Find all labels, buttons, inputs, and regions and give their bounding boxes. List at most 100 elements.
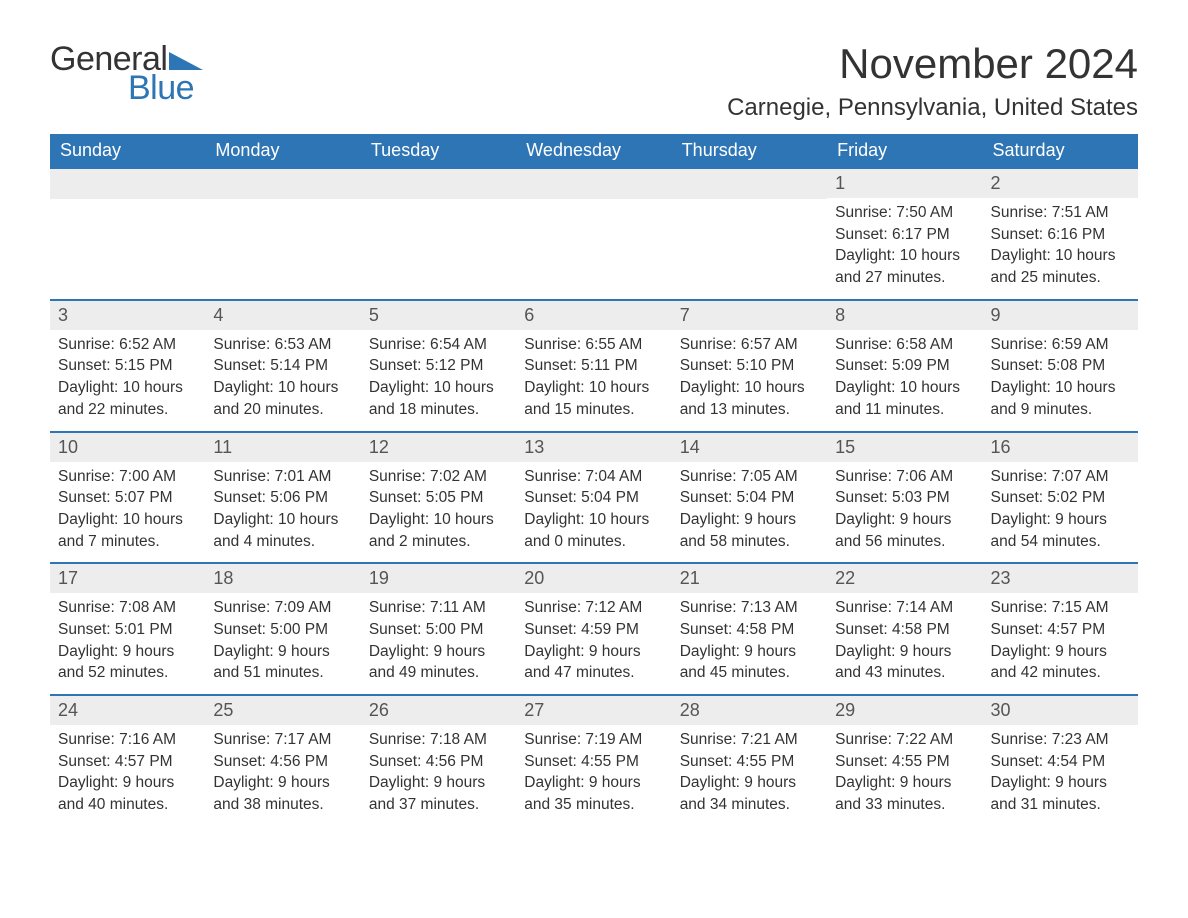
day-sunrise-line: Sunrise: 6:54 AM	[369, 334, 508, 356]
day-day2-line: and 22 minutes.	[58, 399, 197, 421]
day-body: Sunrise: 7:23 AMSunset: 4:54 PMDaylight:…	[983, 725, 1138, 826]
day-day2-line: and 33 minutes.	[835, 794, 974, 816]
day-header: Monday	[205, 134, 360, 167]
day-number: 7	[672, 301, 827, 330]
day-number: 24	[50, 696, 205, 725]
day-number: 18	[205, 564, 360, 593]
day-day1-line: Daylight: 9 hours	[213, 772, 352, 794]
day-sunset-line: Sunset: 5:15 PM	[58, 355, 197, 377]
day-number: 27	[516, 696, 671, 725]
day-body: Sunrise: 7:21 AMSunset: 4:55 PMDaylight:…	[672, 725, 827, 826]
day-day1-line: Daylight: 10 hours	[369, 509, 508, 531]
daynum-bar-empty	[50, 169, 205, 199]
day-day1-line: Daylight: 10 hours	[58, 377, 197, 399]
daynum-bar-empty	[205, 169, 360, 199]
day-sunset-line: Sunset: 4:57 PM	[58, 751, 197, 773]
day-cell: 27Sunrise: 7:19 AMSunset: 4:55 PMDayligh…	[516, 694, 671, 826]
daynum-bar-empty	[361, 169, 516, 199]
day-day1-line: Daylight: 10 hours	[213, 377, 352, 399]
day-day1-line: Daylight: 9 hours	[524, 772, 663, 794]
day-day1-line: Daylight: 9 hours	[213, 641, 352, 663]
day-cell: 3 Sunrise: 6:52 AMSunset: 5:15 PMDaylight…	[50, 299, 205, 431]
day-day2-line: and 49 minutes.	[369, 662, 508, 684]
day-day2-line: and 31 minutes.	[991, 794, 1130, 816]
day-sunrise-line: Sunrise: 7:07 AM	[991, 466, 1130, 488]
day-cell: 4Sunrise: 6:53 AMSunset: 5:14 PMDaylight…	[205, 299, 360, 431]
day-header: Tuesday	[361, 134, 516, 167]
day-cell: 9Sunrise: 6:59 AMSunset: 5:08 PMDaylight…	[983, 299, 1138, 431]
day-day2-line: and 25 minutes.	[991, 267, 1130, 289]
day-day1-line: Daylight: 9 hours	[680, 772, 819, 794]
day-number: 28	[672, 696, 827, 725]
day-number: 3	[50, 301, 205, 330]
day-sunset-line: Sunset: 4:54 PM	[991, 751, 1130, 773]
day-body: Sunrise: 7:17 AMSunset: 4:56 PMDaylight:…	[205, 725, 360, 826]
day-sunrise-line: Sunrise: 7:21 AM	[680, 729, 819, 751]
day-cell	[516, 167, 671, 299]
day-day2-line: and 42 minutes.	[991, 662, 1130, 684]
logo-text-blue: Blue	[128, 69, 203, 108]
day-day1-line: Daylight: 9 hours	[58, 772, 197, 794]
day-body: Sunrise: 7:14 AMSunset: 4:58 PMDaylight:…	[827, 593, 982, 694]
day-day2-line: and 47 minutes.	[524, 662, 663, 684]
day-sunset-line: Sunset: 5:00 PM	[213, 619, 352, 641]
day-cell: 7Sunrise: 6:57 AMSunset: 5:10 PMDaylight…	[672, 299, 827, 431]
day-day1-line: Daylight: 10 hours	[369, 377, 508, 399]
day-number: 10	[50, 433, 205, 462]
day-body: Sunrise: 6:55 AMSunset: 5:11 PMDaylight:…	[516, 330, 671, 431]
week-row: 17Sunrise: 7:08 AMSunset: 5:01 PMDayligh…	[50, 562, 1138, 694]
day-day1-line: Daylight: 9 hours	[991, 641, 1130, 663]
day-sunrise-line: Sunrise: 7:51 AM	[991, 202, 1130, 224]
day-sunrise-line: Sunrise: 6:58 AM	[835, 334, 974, 356]
day-sunrise-line: Sunrise: 7:14 AM	[835, 597, 974, 619]
day-number: 23	[983, 564, 1138, 593]
day-day2-line: and 51 minutes.	[213, 662, 352, 684]
day-sunset-line: Sunset: 5:08 PM	[991, 355, 1130, 377]
day-day2-line: and 37 minutes.	[369, 794, 508, 816]
day-day2-line: and 18 minutes.	[369, 399, 508, 421]
day-day2-line: and 2 minutes.	[369, 531, 508, 553]
day-day1-line: Daylight: 9 hours	[58, 641, 197, 663]
day-cell: 13Sunrise: 7:04 AMSunset: 5:04 PMDayligh…	[516, 431, 671, 563]
day-day1-line: Daylight: 10 hours	[991, 377, 1130, 399]
day-sunrise-line: Sunrise: 7:06 AM	[835, 466, 974, 488]
day-sunrise-line: Sunrise: 7:19 AM	[524, 729, 663, 751]
day-body: Sunrise: 7:06 AMSunset: 5:03 PMDaylight:…	[827, 462, 982, 563]
day-sunrise-line: Sunrise: 7:18 AM	[369, 729, 508, 751]
day-day1-line: Daylight: 10 hours	[213, 509, 352, 531]
day-sunset-line: Sunset: 5:01 PM	[58, 619, 197, 641]
day-day2-line: and 40 minutes.	[58, 794, 197, 816]
day-sunrise-line: Sunrise: 7:15 AM	[991, 597, 1130, 619]
day-sunrise-line: Sunrise: 7:02 AM	[369, 466, 508, 488]
day-body: Sunrise: 7:04 AMSunset: 5:04 PMDaylight:…	[516, 462, 671, 563]
day-body: Sunrise: 7:07 AMSunset: 5:02 PMDaylight:…	[983, 462, 1138, 563]
day-cell: 16Sunrise: 7:07 AMSunset: 5:02 PMDayligh…	[983, 431, 1138, 563]
month-title: November 2024	[727, 40, 1138, 88]
day-sunrise-line: Sunrise: 6:52 AM	[58, 334, 197, 356]
day-number: 15	[827, 433, 982, 462]
day-day1-line: Daylight: 9 hours	[369, 772, 508, 794]
day-day1-line: Daylight: 10 hours	[524, 509, 663, 531]
day-day2-line: and 9 minutes.	[991, 399, 1130, 421]
day-sunrise-line: Sunrise: 7:16 AM	[58, 729, 197, 751]
day-body: Sunrise: 6:58 AMSunset: 5:09 PMDaylight:…	[827, 330, 982, 431]
day-sunrise-line: Sunrise: 7:00 AM	[58, 466, 197, 488]
day-day1-line: Daylight: 9 hours	[680, 509, 819, 531]
day-cell: 24 Sunrise: 7:16 AMSunset: 4:57 PMDayligh…	[50, 694, 205, 826]
day-cell: 6Sunrise: 6:55 AMSunset: 5:11 PMDaylight…	[516, 299, 671, 431]
day-day2-line: and 27 minutes.	[835, 267, 974, 289]
day-sunrise-line: Sunrise: 7:12 AM	[524, 597, 663, 619]
day-body: Sunrise: 7:08 AMSunset: 5:01 PMDaylight:…	[50, 593, 205, 694]
day-cell: 12Sunrise: 7:02 AMSunset: 5:05 PMDayligh…	[361, 431, 516, 563]
day-cell: 5Sunrise: 6:54 AMSunset: 5:12 PMDaylight…	[361, 299, 516, 431]
day-cell: 28Sunrise: 7:21 AMSunset: 4:55 PMDayligh…	[672, 694, 827, 826]
day-cell: 25Sunrise: 7:17 AMSunset: 4:56 PMDayligh…	[205, 694, 360, 826]
day-header: Wednesday	[516, 134, 671, 167]
day-sunset-line: Sunset: 4:58 PM	[680, 619, 819, 641]
logo: General Blue	[50, 40, 203, 108]
day-number: 12	[361, 433, 516, 462]
day-cell	[361, 167, 516, 299]
day-sunrise-line: Sunrise: 6:57 AM	[680, 334, 819, 356]
day-number: 8	[827, 301, 982, 330]
day-number: 9	[983, 301, 1138, 330]
